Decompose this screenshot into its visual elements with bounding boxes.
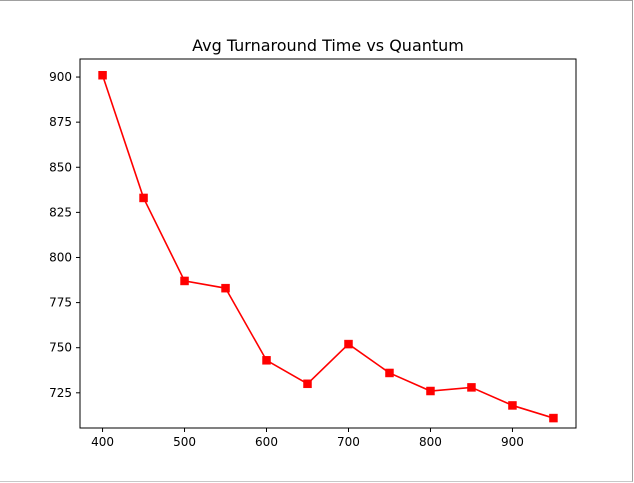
y-tick-label: 800 [49,250,72,264]
data-point-marker [508,401,517,410]
data-point-marker [467,383,476,392]
y-tick-label: 875 [49,115,72,129]
y-tick-label: 750 [49,341,72,355]
data-point-marker [426,386,435,396]
y-tick-label: 825 [49,205,72,219]
x-tick-label: 400 [91,435,114,449]
series-line [101,74,554,419]
data-point-marker [303,379,312,389]
x-tick-label: 500 [173,435,196,449]
data-point-marker [549,413,558,423]
series-layer [98,70,558,423]
x-tick-label: 900 [501,435,524,449]
data-point-marker [262,356,271,365]
plot-frame [79,58,577,429]
data-point-marker [385,368,394,378]
data-point-marker [221,283,230,293]
data-point-marker [139,193,148,203]
y-tick-label: 725 [49,386,72,400]
data-point-marker [180,276,189,286]
axes: 400 500 600 700 800 900 725 750 775 800 825 850 875 9… [49,70,524,449]
x-tick-label: 600 [255,435,278,449]
y-tick-label: 850 [49,160,72,174]
data-point-marker [344,339,353,349]
x-tick-label: 800 [419,435,442,449]
data-point-marker [98,70,107,80]
y-tick-label: 900 [49,70,72,84]
chart-title: Avg Turnaround Time vs Quantum [192,36,464,55]
x-tick-label: 700 [337,435,360,449]
y-tick-label: 775 [49,296,72,310]
